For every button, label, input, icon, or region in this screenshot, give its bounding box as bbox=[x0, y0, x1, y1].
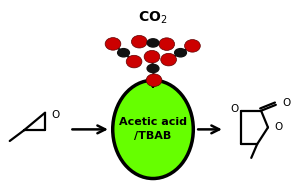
Ellipse shape bbox=[146, 74, 162, 87]
Ellipse shape bbox=[159, 38, 175, 50]
Text: /TBAB: /TBAB bbox=[134, 131, 172, 141]
Ellipse shape bbox=[131, 35, 147, 48]
Ellipse shape bbox=[105, 38, 121, 50]
Text: O: O bbox=[51, 110, 59, 120]
Ellipse shape bbox=[175, 49, 186, 57]
Text: CO$_2$: CO$_2$ bbox=[138, 9, 168, 26]
Text: O: O bbox=[283, 98, 291, 108]
Ellipse shape bbox=[161, 53, 176, 66]
Ellipse shape bbox=[144, 50, 160, 63]
Text: Acetic acid: Acetic acid bbox=[119, 117, 187, 126]
Ellipse shape bbox=[147, 64, 159, 73]
Ellipse shape bbox=[113, 80, 193, 179]
Ellipse shape bbox=[126, 55, 142, 68]
Ellipse shape bbox=[185, 40, 200, 52]
Ellipse shape bbox=[147, 39, 159, 47]
Text: O: O bbox=[230, 104, 239, 114]
Ellipse shape bbox=[118, 49, 129, 57]
Text: O: O bbox=[275, 122, 283, 132]
